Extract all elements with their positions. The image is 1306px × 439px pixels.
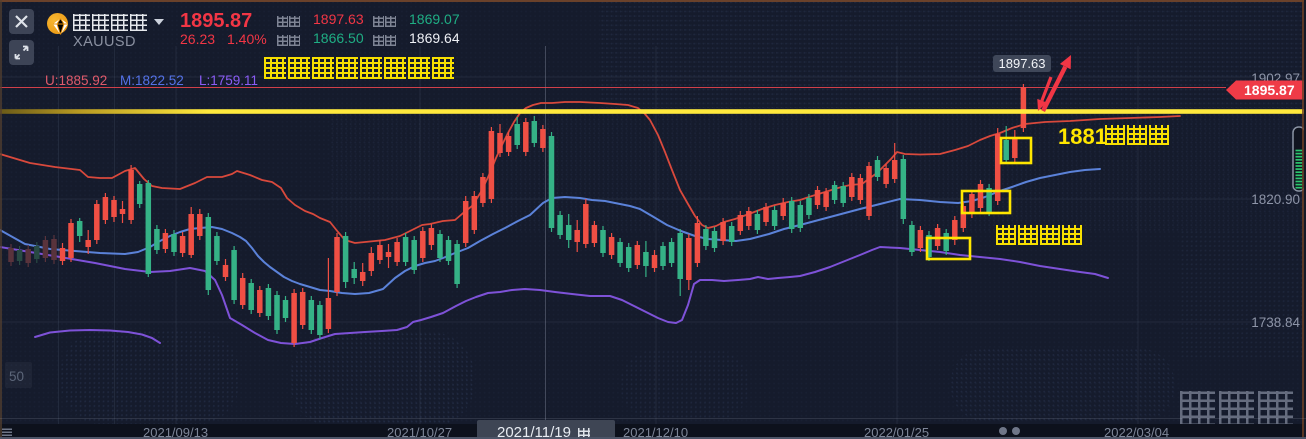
svg-text:1820.90: 1820.90 <box>1251 192 1300 207</box>
svg-text:50: 50 <box>9 369 24 384</box>
svg-text:1897.63: 1897.63 <box>999 56 1046 71</box>
svg-text:1895.87: 1895.87 <box>1244 82 1295 98</box>
svg-text:1738.84: 1738.84 <box>1251 315 1300 330</box>
